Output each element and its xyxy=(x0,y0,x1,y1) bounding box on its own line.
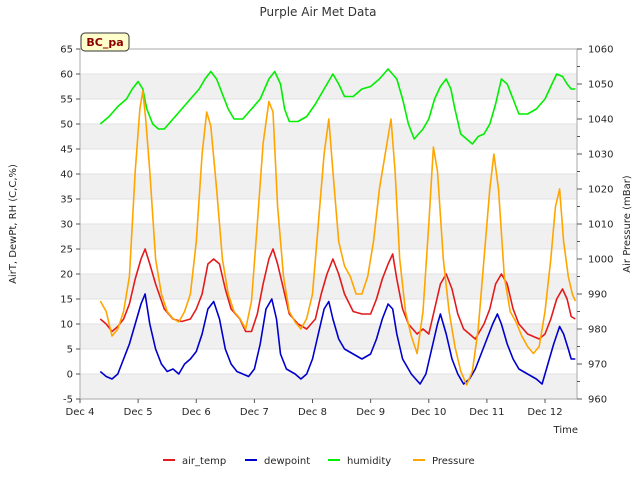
left-axis-ticks: -5 0 5 10 15 20 25 30 35 40 45 50 55 60 65 xyxy=(60,45,80,406)
x-tick-label: Dec 12 xyxy=(527,407,562,418)
x-axis-ticks: Dec 4 Dec 5 Dec 6 Dec 7 Dec 8 Dec 9 Dec 10 Dec … xyxy=(66,399,563,418)
y-tick-label: 10 xyxy=(60,320,73,331)
y-tick-label: 30 xyxy=(60,220,73,231)
x-tick-label: Dec 6 xyxy=(182,407,211,418)
grid-band xyxy=(80,124,577,149)
y2-tick-label: 1030 xyxy=(588,150,613,161)
y-tick-label: 45 xyxy=(60,145,73,156)
y-tick-label: 50 xyxy=(60,120,73,131)
series-lines xyxy=(99,68,577,386)
station-badge-label: BC_pa xyxy=(86,36,123,49)
x-tick-label: Dec 10 xyxy=(411,407,446,418)
legend-label: dewpoint xyxy=(264,456,310,467)
grid-band xyxy=(80,274,577,299)
legend-label: air_temp xyxy=(182,456,226,467)
grid-band xyxy=(80,324,577,349)
y-tick-label: 65 xyxy=(60,45,73,56)
y-tick-label: 55 xyxy=(60,95,73,106)
y-tick-label: 40 xyxy=(60,170,73,181)
station-badge-box xyxy=(80,32,130,52)
x-tick-label: Dec 7 xyxy=(240,407,269,418)
series-line-air-temp xyxy=(99,248,576,340)
y-tick-label: 5 xyxy=(67,345,73,356)
y-tick-label: 0 xyxy=(67,370,73,381)
x-tick-label: Dec 9 xyxy=(356,407,385,418)
y2-tick-label: 1020 xyxy=(588,185,613,196)
y2-tick-label: 980 xyxy=(588,325,607,336)
y-tick-label: 20 xyxy=(60,270,73,281)
station-badge: BC_pa xyxy=(80,32,130,52)
y2-tick-label: 1000 xyxy=(588,255,613,266)
legend-label: humidity xyxy=(347,456,391,467)
grid-band xyxy=(80,224,577,249)
y-tick-label: 15 xyxy=(60,295,73,306)
y-tick-label: 25 xyxy=(60,245,73,256)
series-line-humidity xyxy=(99,68,576,145)
y-tick-label: 35 xyxy=(60,195,73,206)
y-tick-label: 60 xyxy=(60,70,73,81)
chart-title: Purple Air Met Data xyxy=(260,5,377,19)
series-line-pressure xyxy=(99,90,577,386)
y2-tick-label: 960 xyxy=(588,395,607,406)
x-tick-label: Dec 5 xyxy=(124,407,153,418)
grid-band xyxy=(80,74,577,99)
y2-tick-label: 1010 xyxy=(588,220,613,231)
x-tick-label: Dec 11 xyxy=(469,407,504,418)
x-axis-label: Time xyxy=(553,425,578,436)
y-axis-label: AirT, DewPt, RH (C,C,%) xyxy=(8,164,19,284)
legend: air_temp dewpoint humidity Pressure xyxy=(163,456,475,467)
y2-axis-label: Air Pressure (mBar) xyxy=(622,175,633,273)
y2-tick-label: 1050 xyxy=(588,80,613,91)
series-line-dewpoint xyxy=(99,293,576,385)
y-tick-label: -5 xyxy=(63,395,73,406)
y2-tick-label: 970 xyxy=(588,360,607,371)
legend-label: Pressure xyxy=(432,456,475,467)
y2-tick-label: 990 xyxy=(588,290,607,301)
y2-tick-label: 1060 xyxy=(588,45,613,56)
right-axis-ticks: 960 970 980 990 1000 1010 1020 1030 1040 1050 1060 xyxy=(577,45,613,406)
grid-band xyxy=(80,174,577,199)
y2-tick-label: 1040 xyxy=(588,115,613,126)
x-tick-label: Dec 4 xyxy=(66,407,95,418)
grid-band xyxy=(80,374,577,399)
x-tick-label: Dec 8 xyxy=(298,407,327,418)
